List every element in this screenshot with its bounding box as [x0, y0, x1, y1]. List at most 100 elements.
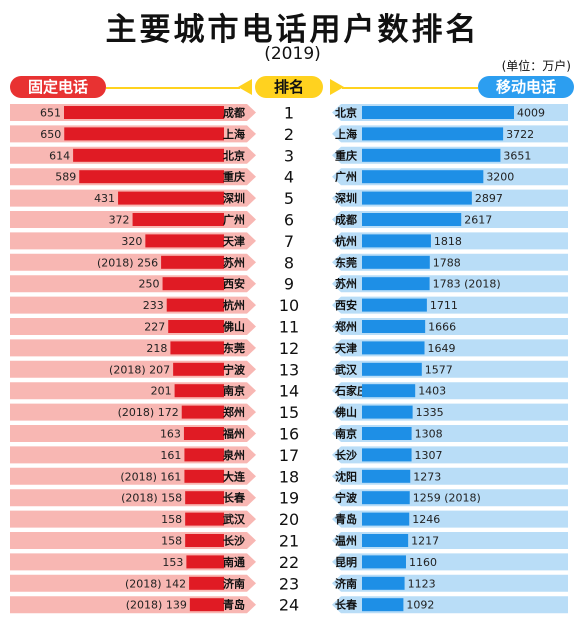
- fixed-bar: [64, 127, 224, 141]
- fixed-city-label: 北京: [223, 148, 245, 162]
- fixed-city-label: 青岛: [223, 598, 245, 612]
- fixed-bar: [185, 512, 224, 526]
- rank-header: 排名: [255, 76, 323, 98]
- fixed-value-label: 201: [151, 385, 172, 398]
- fixed-bar: [186, 555, 224, 569]
- fixed-value-label: 614: [49, 149, 70, 162]
- mobile-city-label: 南京: [335, 427, 357, 441]
- rank-number: 18: [279, 467, 299, 486]
- mobile-value-label: 1335: [416, 406, 444, 419]
- fixed-city-label: 长春: [223, 491, 246, 505]
- fixed-bar: [168, 320, 224, 333]
- mobile-bar: [362, 384, 416, 398]
- mobile-bar: [362, 170, 484, 184]
- fixed-value-label: 320: [121, 235, 142, 248]
- mobile-city-label: 杭州: [335, 234, 357, 248]
- fixed-city-label: 苏州: [223, 255, 245, 269]
- mobile-city-label: 长春: [335, 598, 358, 612]
- mobile-value-label: 3200: [486, 171, 514, 184]
- mobile-bar: [362, 405, 413, 419]
- header-connector-left: [106, 87, 240, 89]
- fixed-bar: [132, 213, 224, 226]
- rank-number: 13: [279, 360, 299, 379]
- mobile-value-label: 1308: [415, 428, 443, 441]
- mobile-value-label: 1711: [430, 299, 458, 312]
- rank-number: 22: [279, 553, 299, 572]
- rank-number: 5: [284, 189, 294, 208]
- rank-number: 15: [279, 403, 299, 422]
- fixed-value-label: 372: [109, 214, 130, 227]
- rank-number: 2: [284, 125, 294, 144]
- fixed-bar: [189, 598, 224, 612]
- mobile-city-label: 成都: [335, 213, 357, 227]
- header-arrow-left-icon: [238, 79, 252, 95]
- fixed-value-label: 227: [144, 321, 165, 334]
- year-subtitle: (2019): [264, 44, 321, 64]
- mobile-value-label: 2897: [475, 192, 503, 205]
- mobile-value-label: 3722: [506, 128, 534, 141]
- mobile-city-label: 上海: [335, 127, 357, 141]
- mobile-city-label: 重庆: [335, 148, 357, 162]
- fixed-city-label: 东莞: [223, 341, 245, 355]
- mobile-bar: [362, 469, 411, 483]
- mobile-city-label: 深圳: [335, 191, 357, 205]
- mobile-bar: [362, 491, 410, 505]
- header-connector-right: [342, 87, 478, 89]
- fixed-city-label: 深圳: [223, 191, 245, 205]
- fixed-bar: [170, 341, 224, 355]
- mobile-value-label: 1246: [412, 513, 440, 526]
- rank-number: 6: [284, 211, 294, 230]
- fixed-bar: [161, 255, 224, 269]
- fixed-city-label: 长沙: [223, 534, 245, 548]
- fixed-bar: [189, 576, 224, 590]
- fixed-value-label: 250: [139, 278, 160, 291]
- fixed-city-label: 杭州: [223, 298, 245, 312]
- mobile-bar: [362, 148, 501, 162]
- rank-number: 17: [279, 446, 299, 465]
- fixed-value-label: 651: [40, 107, 61, 120]
- mobile-value-label: 1818: [434, 235, 462, 248]
- fixed-bar: [145, 234, 224, 248]
- mobile-city-label: 佛山: [334, 405, 357, 419]
- rank-number: 9: [284, 275, 294, 294]
- fixed-bar: [185, 534, 224, 547]
- mobile-value-label: 1307: [415, 449, 443, 462]
- mobile-city-label: 苏州: [335, 277, 357, 291]
- fixed-bar: [181, 405, 224, 419]
- rank-number: 16: [279, 425, 299, 444]
- mobile-city-label: 长沙: [335, 448, 357, 462]
- mobile-bar: [362, 598, 404, 612]
- fixed-value-label: 153: [162, 556, 183, 569]
- fixed-city-label: 郑州: [223, 405, 245, 419]
- fixed-bar: [79, 170, 224, 184]
- mobile-value-label: 1783 (2018): [433, 278, 501, 291]
- header-arrow-right-icon: [330, 79, 344, 95]
- fixed-city-label: 南京: [223, 384, 245, 398]
- fixed-city-label: 成都: [223, 106, 245, 120]
- fixed-bar: [184, 448, 224, 462]
- mobile-city-label: 济南: [335, 576, 357, 590]
- mobile-bar: [362, 255, 430, 269]
- mobile-bar: [362, 277, 430, 291]
- fixed-city-label: 济南: [223, 576, 245, 590]
- mobile-value-label: 2617: [464, 214, 492, 227]
- mobile-bar: [362, 298, 427, 312]
- fixed-value-label: 431: [94, 192, 115, 205]
- rank-number: 3: [284, 146, 294, 165]
- fixed-value-label: (2018) 139: [126, 599, 187, 612]
- fixed-city-label: 天津: [223, 234, 245, 248]
- fixed-value-label: 158: [161, 513, 182, 526]
- mobile-bar: [362, 512, 410, 526]
- fixed-city-label: 上海: [223, 127, 245, 141]
- mobile-bar: [362, 448, 412, 462]
- mobile-bar: [362, 127, 504, 141]
- mobile-value-label: 1666: [428, 321, 456, 334]
- rank-number: 19: [279, 489, 299, 508]
- mobile-value-label: 1259 (2018): [413, 492, 481, 505]
- fixed-city-label: 重庆: [223, 170, 245, 184]
- fixed-city-label: 福州: [222, 427, 245, 441]
- fixed-value-label: 161: [160, 449, 181, 462]
- mobile-city-label: 武汉: [335, 362, 358, 376]
- mobile-bar: [362, 427, 412, 440]
- fixed-value-label: (2018) 161: [120, 470, 181, 483]
